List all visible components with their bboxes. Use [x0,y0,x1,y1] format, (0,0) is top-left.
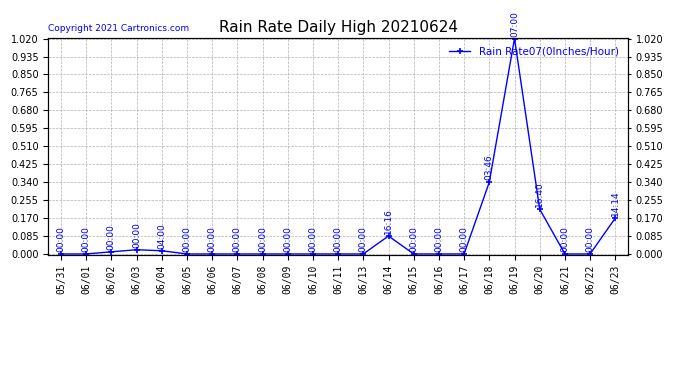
Text: 00:00: 00:00 [132,222,141,248]
Rain Rate07(0Inches/Hour) [183,252,191,256]
Rain Rate07(0Inches/Hour) [132,248,141,252]
Rain Rate07(0Inches/Hour) [359,252,368,256]
Rain Rate07(0Inches/Hour) [284,252,292,256]
Rain Rate07(0Inches/Hour) [435,252,443,256]
Text: 00:00: 00:00 [435,226,444,252]
Rain Rate07(0Inches/Hour) [208,252,216,256]
Title: Rain Rate Daily High 20210624: Rain Rate Daily High 20210624 [219,20,457,35]
Text: 00:00: 00:00 [258,226,267,252]
Rain Rate07(0Inches/Hour) [586,252,594,256]
Text: 00:00: 00:00 [359,226,368,252]
Text: 00:00: 00:00 [107,224,116,250]
Text: 00:00: 00:00 [182,226,191,252]
Text: 00:00: 00:00 [308,226,317,252]
Text: 03:46: 03:46 [485,155,494,180]
Text: 00:00: 00:00 [57,226,66,252]
Text: 07:00: 07:00 [510,11,519,37]
Rain Rate07(0Inches/Hour) [334,252,342,256]
Text: 16:40: 16:40 [535,182,544,207]
Rain Rate07(0Inches/Hour) [107,250,115,254]
Text: 00:00: 00:00 [460,226,469,252]
Line: Rain Rate07(0Inches/Hour): Rain Rate07(0Inches/Hour) [57,35,619,257]
Rain Rate07(0Inches/Hour) [308,252,317,256]
Rain Rate07(0Inches/Hour) [611,216,620,220]
Text: Copyright 2021 Cartronics.com: Copyright 2021 Cartronics.com [48,24,190,33]
Text: 04:00: 04:00 [157,224,166,249]
Legend: Rain Rate07(0Inches/Hour): Rain Rate07(0Inches/Hour) [445,43,622,61]
Text: 00:00: 00:00 [283,226,292,252]
Text: 00:00: 00:00 [81,226,90,252]
Text: 16:16: 16:16 [384,209,393,234]
Rain Rate07(0Inches/Hour) [157,249,166,253]
Text: 00:00: 00:00 [560,226,569,252]
Rain Rate07(0Inches/Hour) [258,252,266,256]
Rain Rate07(0Inches/Hour) [561,252,569,256]
Text: 14:14: 14:14 [611,191,620,216]
Text: 00:00: 00:00 [333,226,343,252]
Rain Rate07(0Inches/Hour) [57,252,65,256]
Rain Rate07(0Inches/Hour) [535,207,544,212]
Rain Rate07(0Inches/Hour) [233,252,242,256]
Rain Rate07(0Inches/Hour) [485,180,493,184]
Text: 00:00: 00:00 [208,226,217,252]
Text: 00:00: 00:00 [233,226,241,252]
Rain Rate07(0Inches/Hour) [410,252,418,256]
Text: 00:00: 00:00 [409,226,418,252]
Rain Rate07(0Inches/Hour) [511,36,519,41]
Rain Rate07(0Inches/Hour) [460,252,469,256]
Rain Rate07(0Inches/Hour) [384,234,393,238]
Text: 00:00: 00:00 [586,226,595,252]
Rain Rate07(0Inches/Hour) [82,252,90,256]
